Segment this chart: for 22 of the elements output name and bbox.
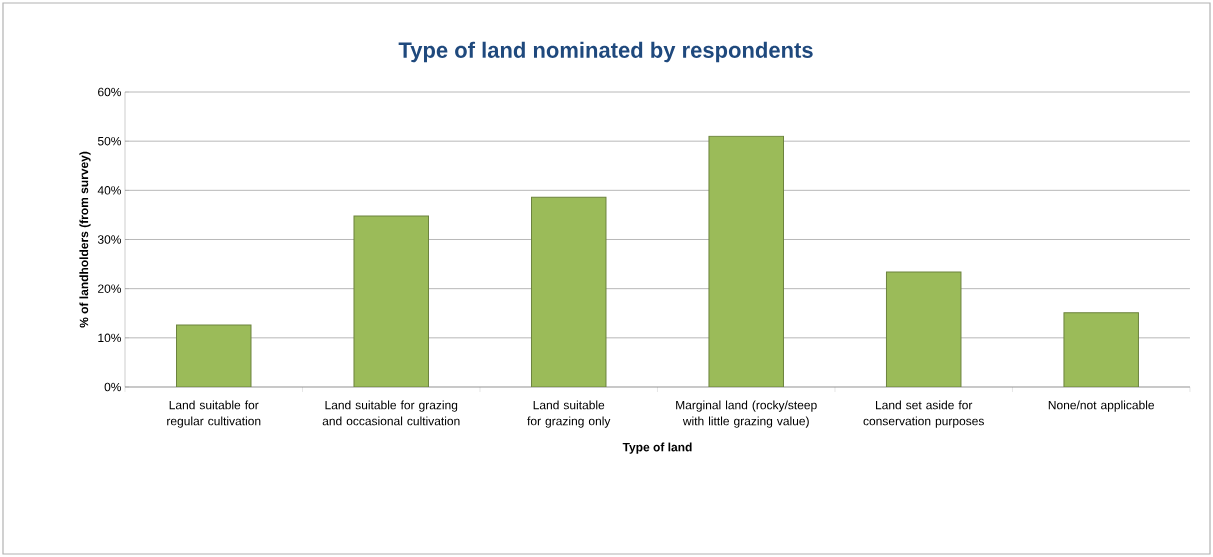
y-tick-label: 60%	[98, 87, 122, 97]
x-tick-label: Marginal land (rocky/steep with little grazing value)	[676, 400, 817, 428]
y-tick-label: 10%	[98, 333, 122, 343]
x-tick-label: Land set aside for conservation purposes	[863, 400, 984, 428]
x-tick-label: Land suitable for grazing only	[527, 400, 611, 428]
y-tick-label: 50%	[97, 136, 122, 146]
y-tick-label: 0%	[104, 382, 122, 392]
bar	[1063, 312, 1139, 387]
y-tick-label: 20%	[98, 284, 122, 293]
x-tick-label: Land suitable for grazing and occasional cultivation	[322, 400, 460, 426]
y-tick-label: 40%	[97, 186, 122, 195]
bar	[176, 324, 252, 387]
bar	[353, 215, 429, 387]
y-tick-label: 30%	[97, 235, 122, 244]
bar	[708, 135, 784, 387]
x-tick-label: None/not applicable	[1048, 400, 1155, 412]
bar	[530, 196, 607, 387]
y-axis-title: % of landholders (from survey)	[79, 151, 91, 328]
chart-title: Type of land nominated by respondents	[398, 41, 813, 63]
x-axis-title: Type of land	[622, 442, 692, 454]
bar	[885, 271, 962, 387]
x-tick-label: Land suitable for regular cultivation	[167, 400, 261, 428]
